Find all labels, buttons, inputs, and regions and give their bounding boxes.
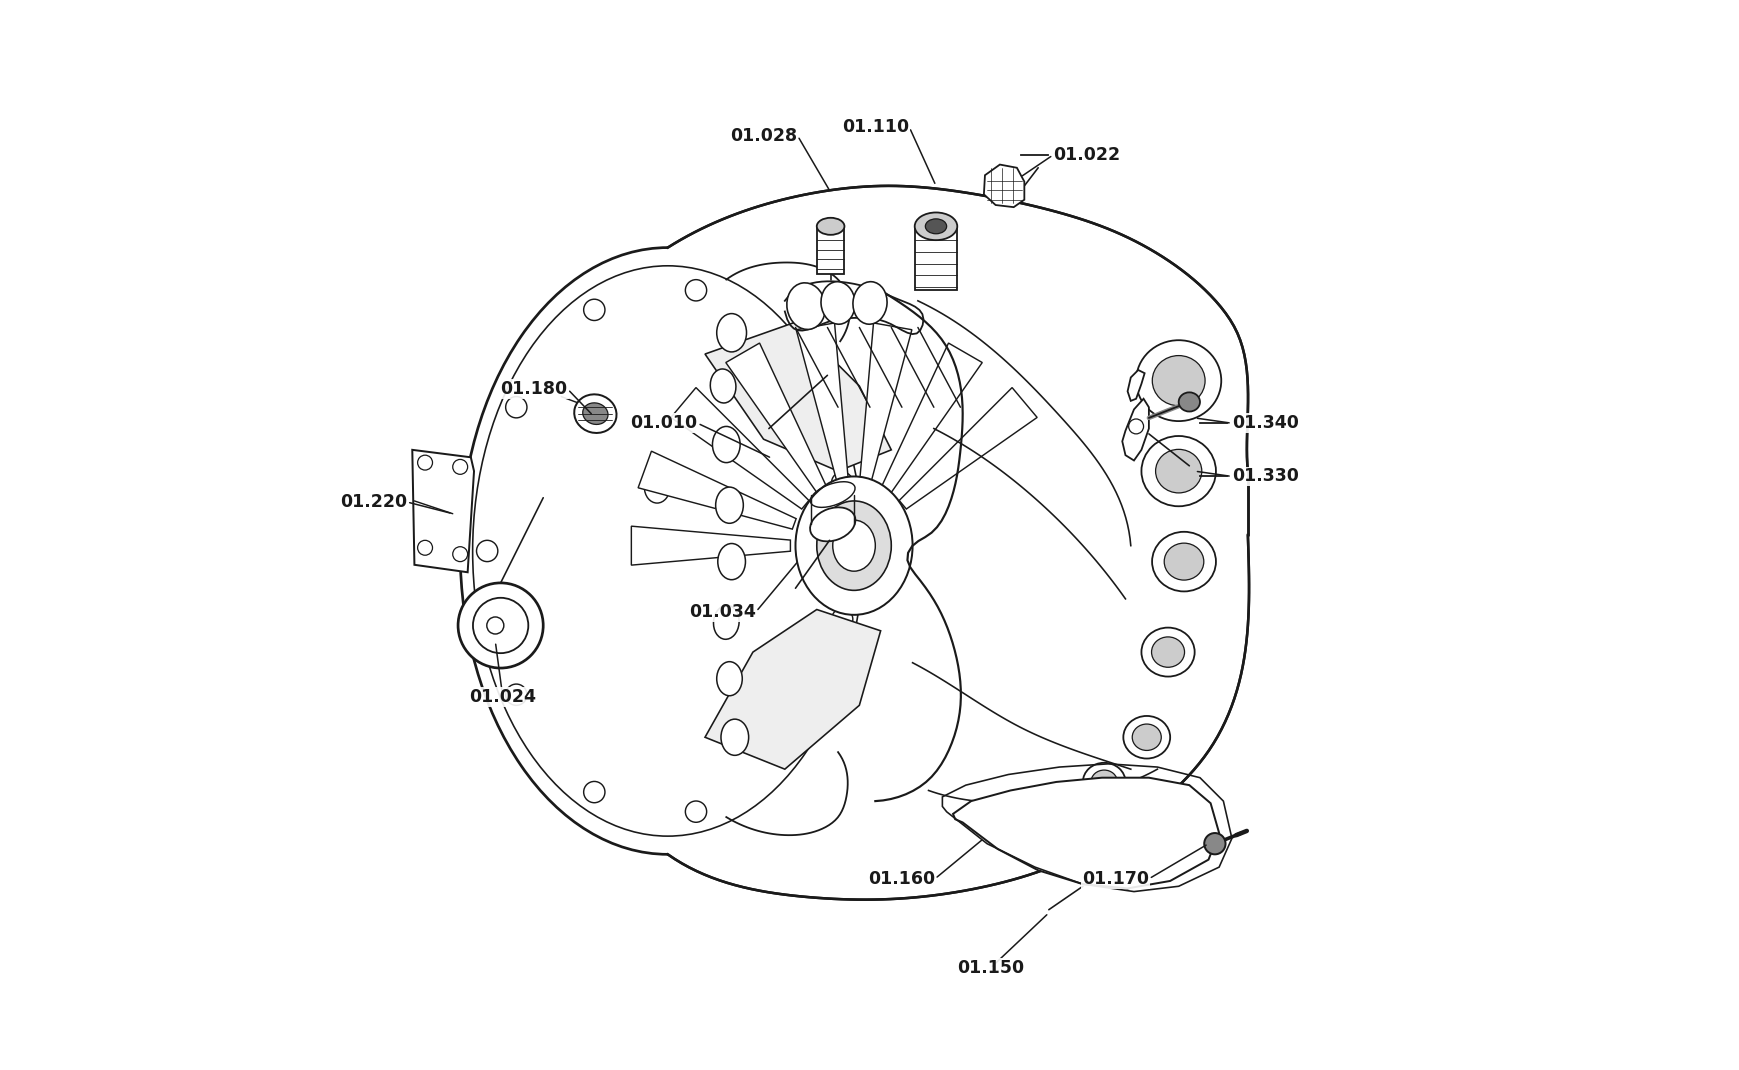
Ellipse shape [685, 801, 706, 822]
Ellipse shape [1090, 770, 1116, 794]
Ellipse shape [716, 314, 746, 352]
Ellipse shape [574, 395, 616, 433]
Text: 01.180: 01.180 [501, 380, 567, 398]
Ellipse shape [583, 781, 605, 802]
Ellipse shape [925, 219, 946, 233]
Ellipse shape [583, 402, 607, 425]
Ellipse shape [715, 487, 743, 523]
Ellipse shape [1151, 355, 1205, 406]
Polygon shape [704, 322, 890, 471]
Text: 01.330: 01.330 [1231, 468, 1297, 486]
Ellipse shape [583, 300, 605, 321]
Polygon shape [704, 610, 880, 769]
Ellipse shape [831, 472, 852, 493]
Ellipse shape [1136, 340, 1221, 422]
Ellipse shape [476, 540, 497, 562]
Polygon shape [899, 387, 1036, 509]
Text: 01.110: 01.110 [842, 119, 909, 136]
Polygon shape [671, 387, 809, 509]
Polygon shape [1122, 399, 1148, 460]
Ellipse shape [457, 583, 543, 668]
Ellipse shape [1151, 637, 1184, 668]
Ellipse shape [1151, 532, 1216, 592]
Text: 01.170: 01.170 [1082, 870, 1148, 888]
Ellipse shape [816, 218, 843, 234]
Polygon shape [631, 526, 790, 565]
Polygon shape [1127, 370, 1144, 401]
Polygon shape [983, 165, 1024, 208]
Text: 01.220: 01.220 [339, 493, 407, 511]
Ellipse shape [1123, 716, 1170, 759]
Ellipse shape [713, 606, 739, 639]
Ellipse shape [1129, 419, 1143, 433]
Ellipse shape [777, 345, 798, 366]
Ellipse shape [1155, 449, 1202, 493]
Polygon shape [725, 343, 826, 493]
Text: 01.010: 01.010 [630, 414, 697, 432]
Ellipse shape [1177, 393, 1200, 412]
Ellipse shape [1132, 724, 1160, 750]
Ellipse shape [1082, 763, 1125, 801]
Ellipse shape [417, 455, 433, 470]
Ellipse shape [506, 397, 527, 418]
Ellipse shape [821, 281, 854, 324]
Ellipse shape [1141, 628, 1195, 676]
Ellipse shape [831, 609, 852, 630]
Ellipse shape [1203, 834, 1224, 854]
Polygon shape [668, 186, 1247, 899]
Polygon shape [796, 323, 849, 484]
Text: 01.160: 01.160 [868, 870, 934, 888]
Polygon shape [880, 343, 983, 493]
Ellipse shape [833, 520, 875, 571]
Ellipse shape [716, 661, 743, 696]
Ellipse shape [506, 684, 527, 705]
Polygon shape [859, 323, 911, 484]
Ellipse shape [816, 501, 890, 591]
Ellipse shape [710, 369, 736, 403]
Text: 01.022: 01.022 [1052, 146, 1120, 164]
Ellipse shape [915, 213, 956, 240]
Ellipse shape [777, 736, 798, 758]
Ellipse shape [720, 719, 748, 755]
Text: 01.340: 01.340 [1231, 414, 1297, 432]
Polygon shape [412, 449, 473, 572]
Text: 01.024: 01.024 [470, 688, 536, 706]
Text: 01.028: 01.028 [730, 127, 796, 144]
Ellipse shape [1163, 544, 1203, 580]
Polygon shape [953, 778, 1219, 888]
Bar [816, 227, 843, 274]
Polygon shape [638, 452, 796, 529]
Ellipse shape [795, 476, 911, 615]
Ellipse shape [459, 247, 875, 854]
Text: 01.150: 01.150 [956, 959, 1023, 977]
Ellipse shape [852, 281, 887, 324]
Ellipse shape [718, 544, 744, 580]
Ellipse shape [1141, 435, 1216, 506]
Text: 01.034: 01.034 [689, 602, 756, 621]
Ellipse shape [810, 507, 856, 541]
Ellipse shape [452, 459, 468, 474]
Ellipse shape [452, 547, 468, 562]
Bar [915, 227, 956, 290]
Ellipse shape [786, 282, 824, 330]
Ellipse shape [711, 427, 739, 462]
Ellipse shape [685, 279, 706, 301]
Ellipse shape [473, 598, 529, 653]
Ellipse shape [417, 540, 433, 555]
